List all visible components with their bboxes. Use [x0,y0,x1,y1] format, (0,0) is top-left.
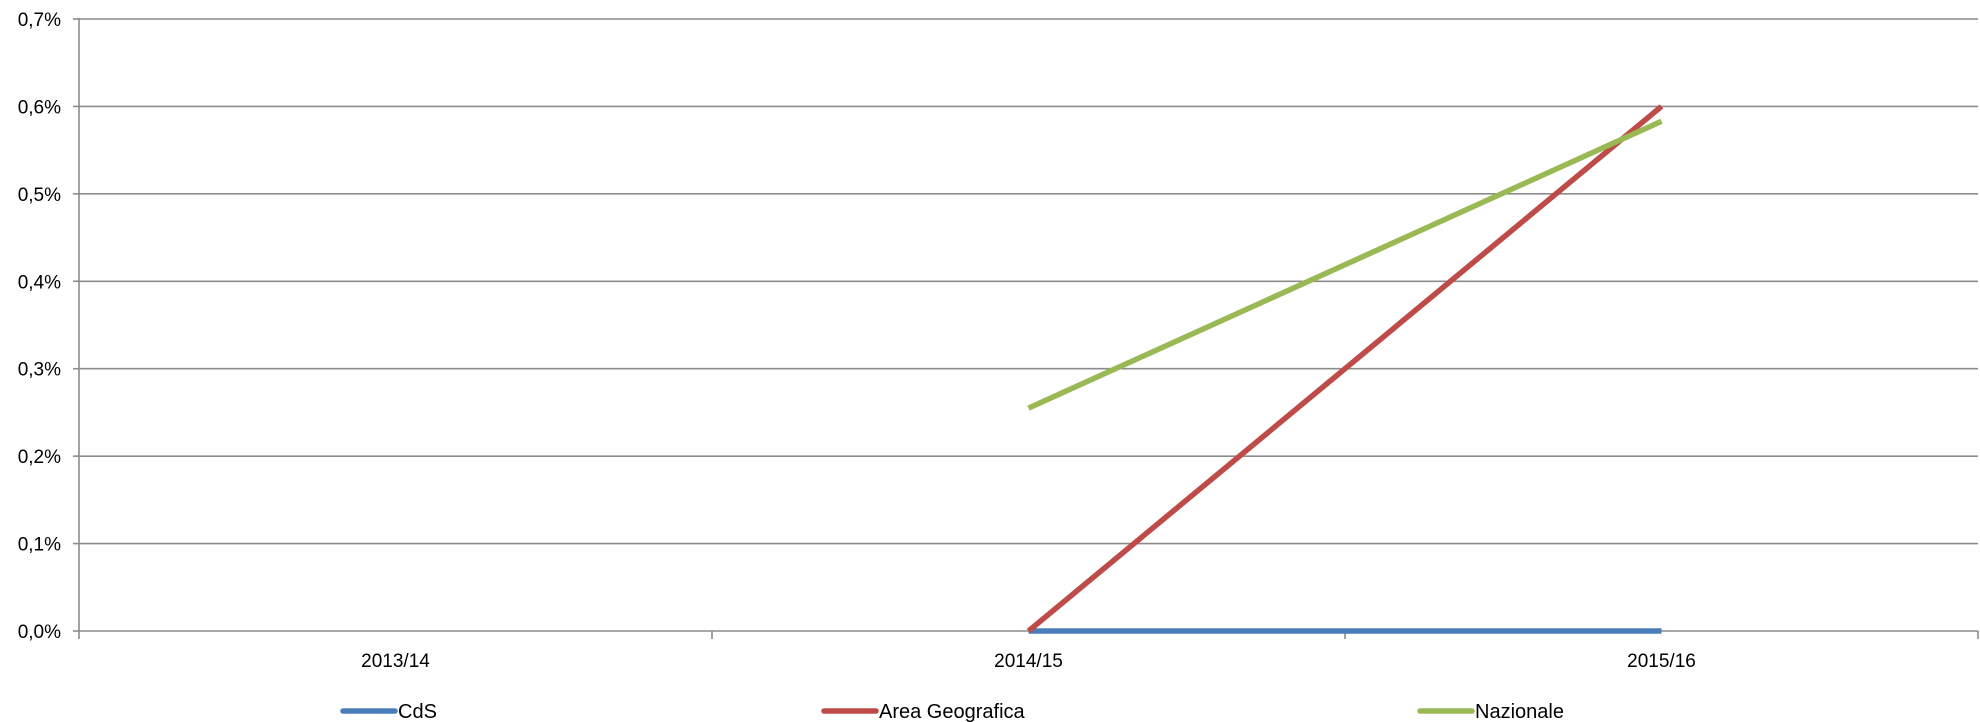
x-tick-label: 2014/15 [994,651,1063,672]
y-axis: 0,0% 0,1% 0,2% 0,3% 0,4% 0,5% 0,6% 0,7% [18,10,80,643]
y-tick-label: 0,4% [18,272,61,293]
legend-label: Area Geografica [879,701,1026,722]
y-tick-label: 0,5% [18,185,61,206]
legend: CdS Area Geografica Nazionale [340,701,1564,722]
y-tick-label: 0,6% [18,97,61,118]
x-axis: 2013/14 2014/15 2015/16 [78,630,1979,672]
series-line-2 [1026,104,1664,634]
series-line-3 [1027,118,1663,411]
gridlines [79,18,1978,545]
x-tick-label: 2015/16 [1627,651,1696,672]
legend-label: Nazionale [1475,701,1564,722]
x-tick-label: 2013/14 [361,651,430,672]
y-tick-label: 0,3% [18,360,61,381]
y-tick-label: 0,1% [18,535,61,556]
y-tick-label: 0,7% [18,10,61,31]
y-tick-label: 0,0% [18,622,61,643]
y-tick-label: 0,2% [18,447,61,468]
series-lines [1026,104,1664,634]
legend-label: CdS [398,701,437,722]
